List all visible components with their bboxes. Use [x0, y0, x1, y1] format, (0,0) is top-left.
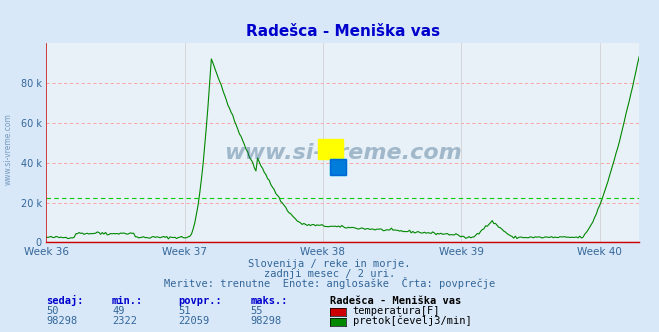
Text: 98298: 98298 — [250, 316, 281, 326]
Text: 51: 51 — [178, 306, 190, 316]
Bar — [330, 159, 346, 175]
Text: sedaj:: sedaj: — [46, 295, 84, 306]
Text: zadnji mesec / 2 uri.: zadnji mesec / 2 uri. — [264, 269, 395, 279]
Text: povpr.:: povpr.: — [178, 296, 221, 306]
Text: temperatura[F]: temperatura[F] — [353, 306, 440, 316]
Text: Slovenija / reke in morje.: Slovenija / reke in morje. — [248, 259, 411, 269]
Bar — [330, 159, 346, 175]
Title: Radešca - Meniška vas: Radešca - Meniška vas — [246, 24, 440, 39]
Text: pretok[čevelj3/min]: pretok[čevelj3/min] — [353, 315, 471, 326]
Text: 2322: 2322 — [112, 316, 137, 326]
Text: 98298: 98298 — [46, 316, 77, 326]
Text: 55: 55 — [250, 306, 263, 316]
Text: maks.:: maks.: — [250, 296, 288, 306]
Text: www.si-vreme.com: www.si-vreme.com — [224, 143, 461, 163]
Bar — [318, 139, 343, 159]
Text: min.:: min.: — [112, 296, 143, 306]
Text: 50: 50 — [46, 306, 59, 316]
Text: 22059: 22059 — [178, 316, 209, 326]
Text: Radešca - Meniška vas: Radešca - Meniška vas — [330, 296, 461, 306]
Text: www.si-vreme.com: www.si-vreme.com — [3, 114, 13, 185]
Text: Meritve: trenutne  Enote: anglosaške  Črta: povprečje: Meritve: trenutne Enote: anglosaške Črta… — [164, 277, 495, 289]
Text: 49: 49 — [112, 306, 125, 316]
